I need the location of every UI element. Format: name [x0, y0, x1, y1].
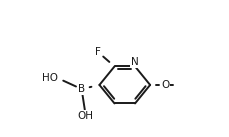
Text: OH: OH: [78, 111, 94, 121]
Text: N: N: [131, 57, 139, 67]
Text: HO: HO: [42, 73, 58, 83]
Text: B: B: [78, 84, 85, 94]
Text: F: F: [95, 47, 101, 57]
Text: O: O: [161, 80, 169, 90]
